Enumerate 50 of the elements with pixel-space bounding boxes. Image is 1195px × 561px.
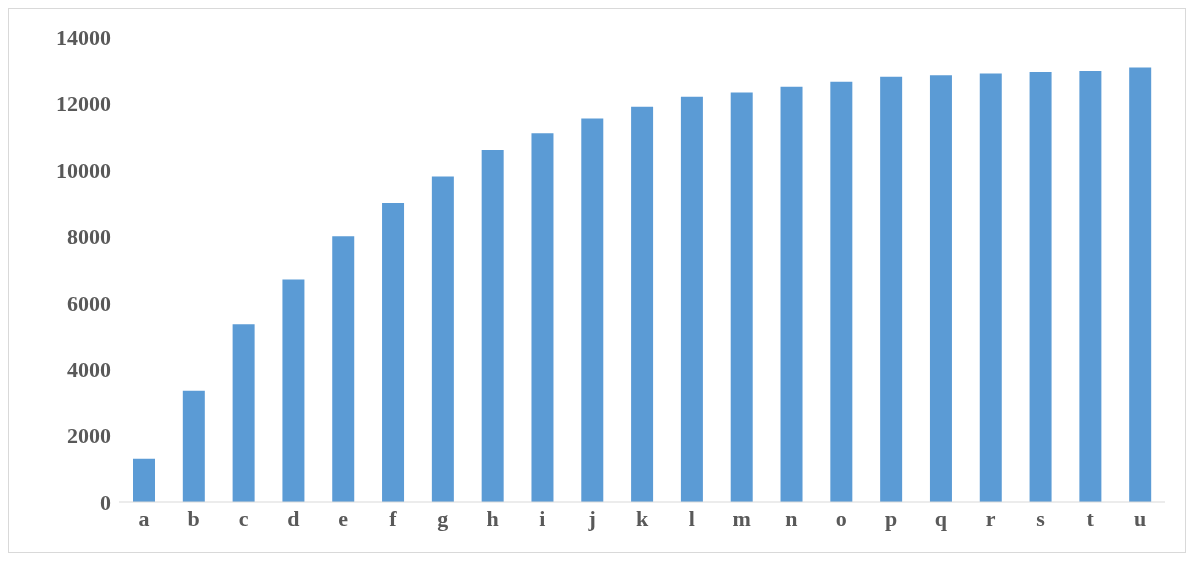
x-tick-label: e (338, 505, 349, 531)
bar (581, 118, 604, 502)
bar (232, 324, 255, 502)
x-tick-label: b (187, 505, 200, 531)
x-tick-label: m (732, 505, 751, 531)
bar (531, 133, 554, 502)
bar (1129, 67, 1152, 502)
bar (979, 73, 1002, 502)
x-tick-label: h (486, 505, 499, 531)
x-tick-label: n (785, 505, 798, 531)
x-tick-label: s (1036, 505, 1046, 531)
bar (282, 279, 305, 502)
bar (332, 236, 355, 502)
x-tick-label: t (1086, 505, 1095, 531)
x-tick-label: u (1133, 505, 1147, 531)
x-tick-label: j (587, 505, 596, 531)
bar (730, 92, 753, 502)
bar (631, 106, 654, 502)
x-tick-label: f (389, 505, 398, 531)
bar (431, 176, 454, 502)
x-tick-label: i (539, 505, 546, 531)
x-tick-label: q (934, 505, 948, 531)
y-tick-label: 2000 (67, 423, 111, 449)
x-tick-label: r (985, 505, 996, 531)
x-tick-label: o (835, 505, 847, 531)
bar (929, 75, 952, 502)
x-tick-label: g (437, 505, 449, 531)
y-tick-label: 14000 (56, 24, 111, 50)
x-tick-label: a (138, 505, 150, 531)
y-tick-label: 8000 (67, 224, 111, 250)
bar (680, 96, 703, 502)
bar (182, 390, 205, 502)
x-tick-label: c (238, 505, 249, 531)
x-tick-label: p (884, 505, 898, 531)
y-tick-label: 4000 (67, 356, 111, 382)
bar (133, 458, 155, 502)
y-tick-label: 10000 (56, 157, 111, 183)
bar (481, 149, 504, 502)
x-tick-label: d (287, 505, 300, 531)
y-tick-label: 6000 (67, 290, 111, 316)
bar (830, 81, 853, 502)
bar (780, 86, 803, 502)
bar (382, 203, 405, 502)
x-tick-label: l (688, 505, 695, 531)
y-tick-label: 12000 (56, 91, 111, 117)
x-tick-label: k (635, 505, 649, 531)
y-tick-label: 0 (100, 489, 111, 515)
bar (880, 76, 903, 502)
bar (1029, 71, 1052, 502)
bar (1079, 70, 1102, 502)
